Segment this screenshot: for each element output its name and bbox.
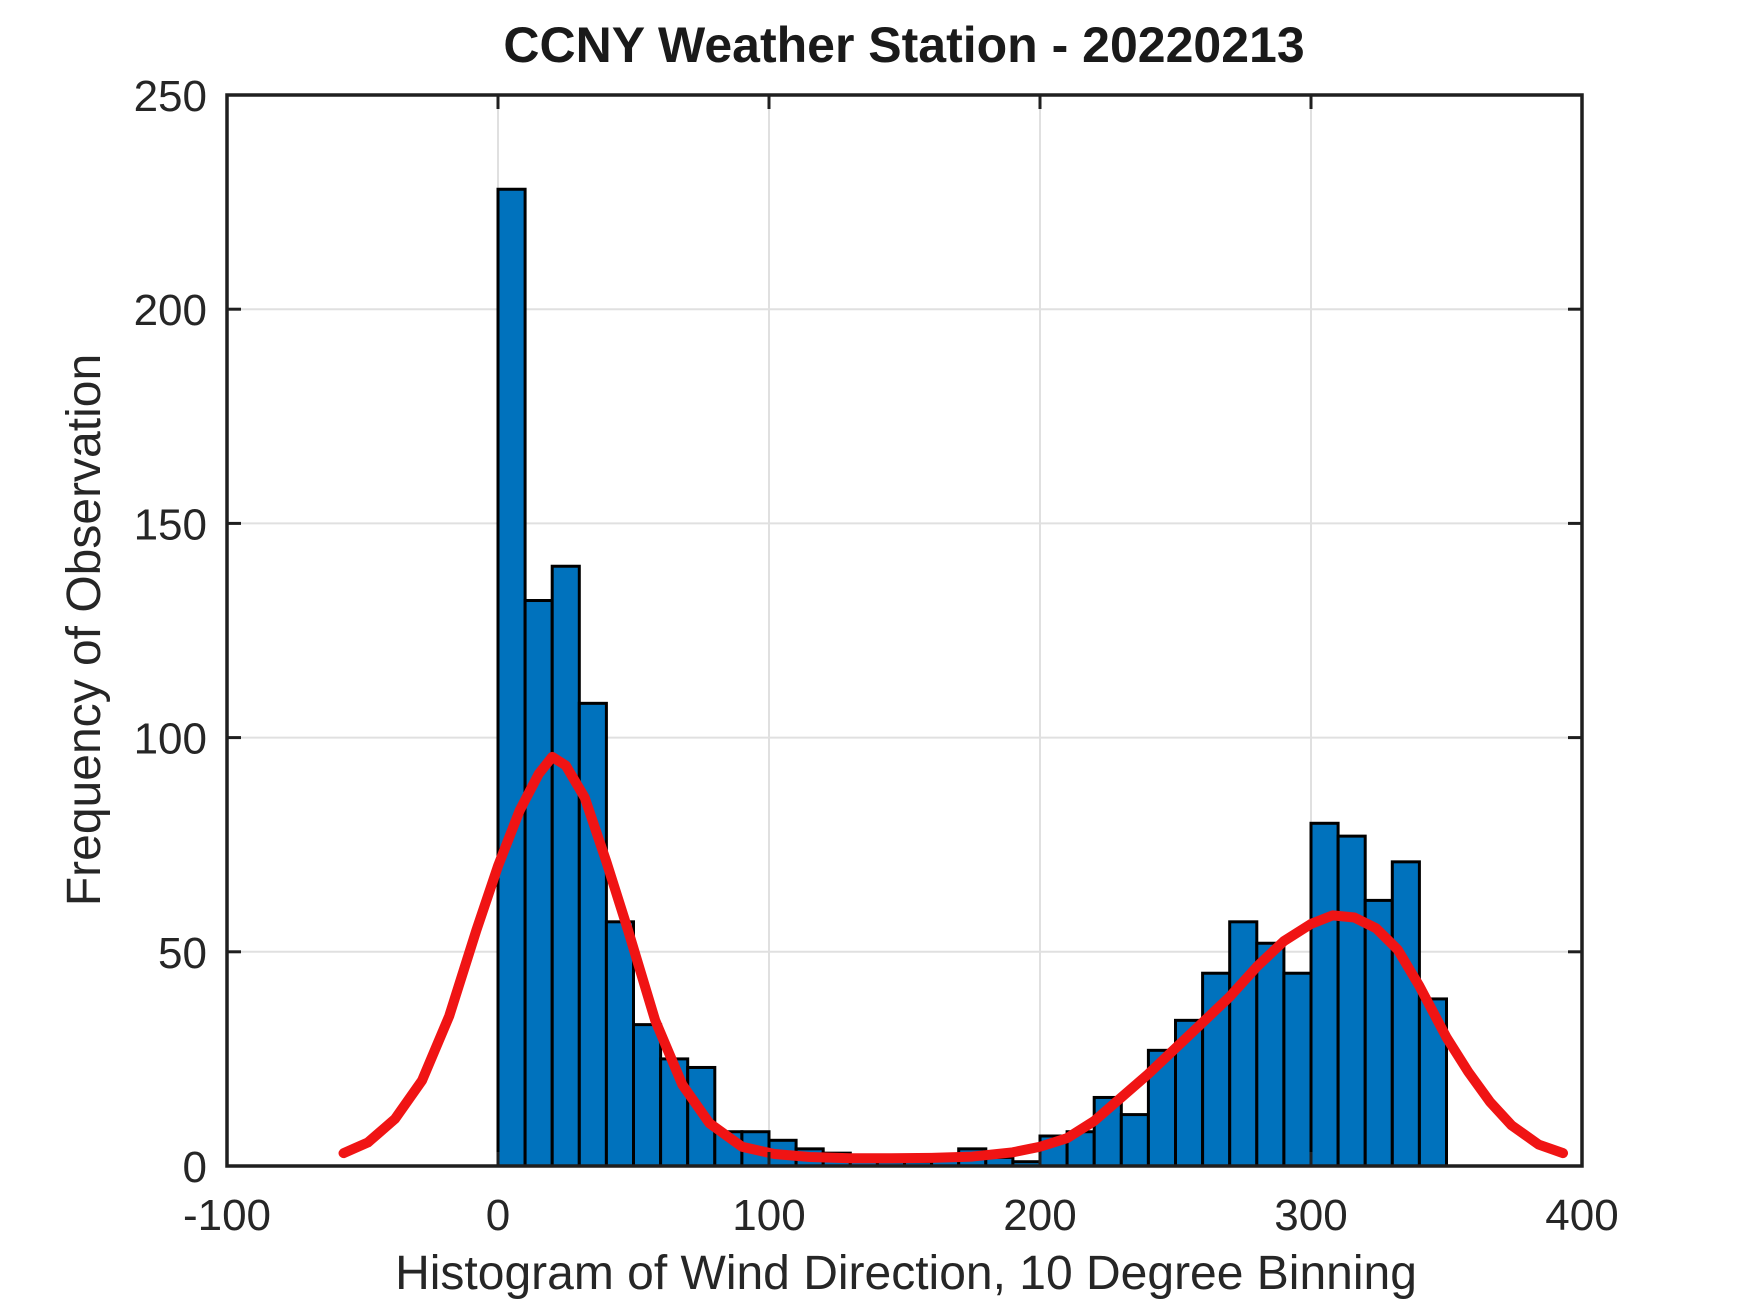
x-tick-label: 100 xyxy=(732,1191,805,1240)
axis-ticks xyxy=(225,93,1584,1168)
histogram-bar xyxy=(1255,941,1286,1168)
y-tick-label: 150 xyxy=(134,500,207,549)
fit-curve xyxy=(338,751,1569,1164)
axes-border xyxy=(225,93,1584,1168)
histogram-bar xyxy=(550,564,581,1168)
y-tick-label: 50 xyxy=(158,929,207,978)
histogram-bar xyxy=(632,1023,663,1168)
histogram-bar xyxy=(1390,860,1421,1168)
y-axis-label: Frequency of Observation xyxy=(58,354,111,906)
x-tick-label: 400 xyxy=(1545,1191,1618,1240)
x-tick-label: 0 xyxy=(486,1191,510,1240)
x-axis-label: Histogram of Wind Direction, 10 Degree B… xyxy=(395,1247,1417,1300)
histogram-bar xyxy=(1282,971,1313,1168)
x-tick-label: -100 xyxy=(183,1191,271,1240)
y-tick-label: 200 xyxy=(134,286,207,335)
y-tick-label: 250 xyxy=(134,72,207,121)
histogram-bar xyxy=(604,920,636,1168)
axes-box xyxy=(225,93,1584,1168)
y-tick-label: 100 xyxy=(134,715,207,764)
histogram-bar xyxy=(1228,920,1259,1168)
histogram-bar xyxy=(496,187,527,1168)
chart-title: CCNY Weather Station - 20220213 xyxy=(503,17,1304,73)
histogram-bar xyxy=(577,701,608,1168)
histogram-bar xyxy=(1309,821,1340,1168)
histogram-bar xyxy=(523,599,554,1168)
fit-curve-layer xyxy=(338,751,1569,1164)
x-tick-label: 200 xyxy=(1003,1191,1076,1240)
histogram-bar xyxy=(1336,834,1367,1168)
histogram-bars xyxy=(496,187,1449,1168)
y-tick-label: 0 xyxy=(183,1143,207,1192)
histogram-bar xyxy=(1119,1113,1150,1168)
x-tick-label: 300 xyxy=(1274,1191,1347,1240)
